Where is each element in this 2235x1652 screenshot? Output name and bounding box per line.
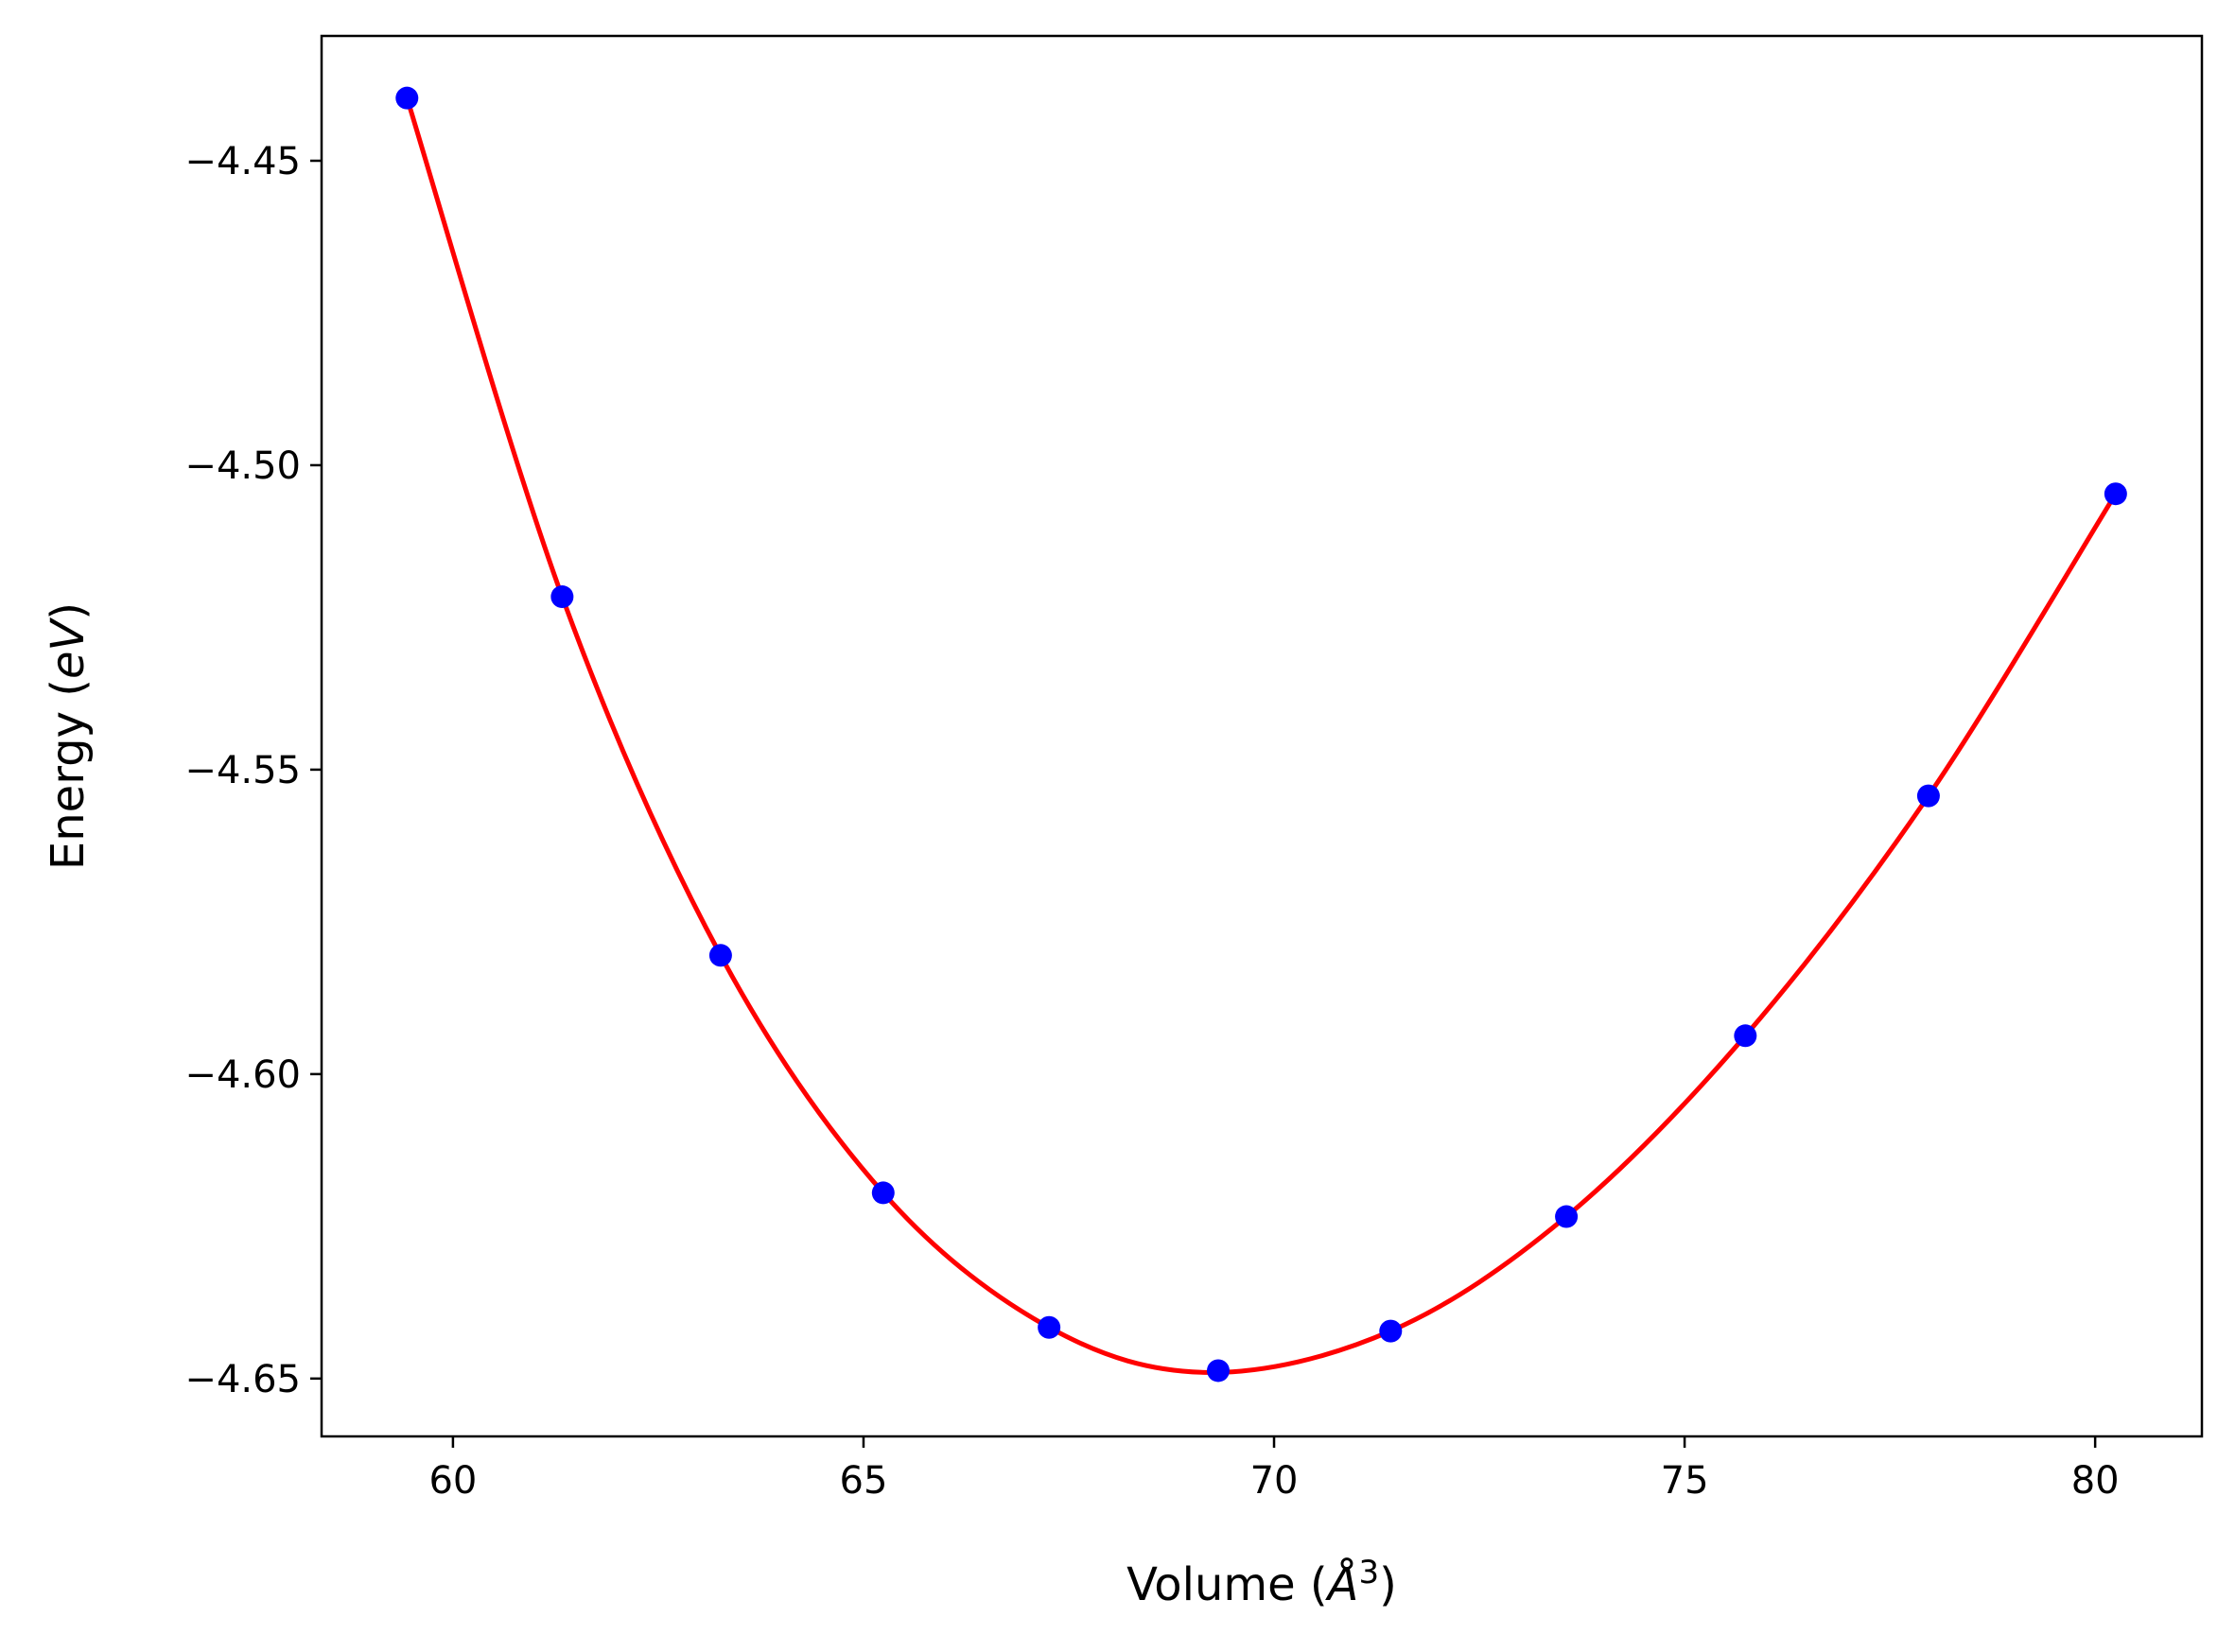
x-axis-label-suffix: ) xyxy=(1379,1558,1397,1611)
axes-frame xyxy=(320,34,2204,1438)
data-point xyxy=(708,944,732,967)
x-tick-label: 80 xyxy=(2071,1459,2120,1503)
plot-area xyxy=(395,86,2127,1382)
x-tick-label: 75 xyxy=(1661,1459,1709,1503)
x-axis-label: Volume (Å3) xyxy=(1126,1554,1397,1611)
data-point xyxy=(1379,1319,1403,1343)
x-axis-label-superscript: 3 xyxy=(1358,1554,1379,1591)
x-axis-label-prefix: Volume ( xyxy=(1126,1558,1328,1611)
data-point xyxy=(550,585,574,609)
data-point xyxy=(1555,1205,1579,1228)
data-point xyxy=(1206,1359,1230,1382)
x-tick-label: 70 xyxy=(1250,1459,1299,1503)
x-axis-label-unit: Å xyxy=(1325,1557,1359,1611)
x-tick-label: 60 xyxy=(428,1459,477,1503)
y-tick-label: −4.50 xyxy=(184,444,301,488)
y-tick-label: −4.65 xyxy=(184,1358,301,1401)
y-axis-label-prefix: Energy ( xyxy=(42,679,95,870)
data-point xyxy=(871,1181,895,1205)
y-tick-label: −4.60 xyxy=(184,1053,301,1097)
y-tick-label: −4.55 xyxy=(184,749,301,792)
y-axis-label-suffix: ) xyxy=(42,602,95,620)
y-axis-ticks: −4.45 −4.50 −4.55 −4.60 −4.65 xyxy=(184,140,322,1401)
data-point xyxy=(1916,784,1940,808)
y-axis-label-unit: eV xyxy=(42,617,95,680)
x-axis-ticks: 60 65 70 75 80 xyxy=(428,1436,2120,1503)
y-tick-label: −4.45 xyxy=(184,140,301,183)
fit-curve-line xyxy=(404,96,2119,1375)
y-axis-label: Energy (eV) xyxy=(42,602,95,870)
data-point xyxy=(2104,482,2127,506)
data-point xyxy=(1734,1024,1757,1048)
data-point xyxy=(1038,1315,1061,1339)
data-point xyxy=(395,86,419,110)
x-tick-label: 65 xyxy=(840,1459,888,1503)
